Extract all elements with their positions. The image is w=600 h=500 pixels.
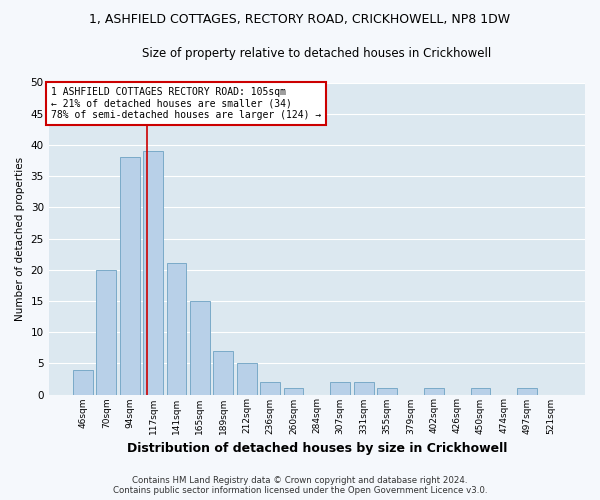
- Bar: [377, 388, 397, 394]
- Title: Size of property relative to detached houses in Crickhowell: Size of property relative to detached ho…: [142, 48, 491, 60]
- Bar: [143, 151, 163, 394]
- Text: 1, ASHFIELD COTTAGES, RECTORY ROAD, CRICKHOWELL, NP8 1DW: 1, ASHFIELD COTTAGES, RECTORY ROAD, CRIC…: [89, 12, 511, 26]
- Text: Contains HM Land Registry data © Crown copyright and database right 2024.
Contai: Contains HM Land Registry data © Crown c…: [113, 476, 487, 495]
- Bar: [284, 388, 304, 394]
- Bar: [353, 382, 374, 394]
- X-axis label: Distribution of detached houses by size in Crickhowell: Distribution of detached houses by size …: [127, 442, 507, 455]
- Bar: [470, 388, 490, 394]
- Text: 1 ASHFIELD COTTAGES RECTORY ROAD: 105sqm
← 21% of detached houses are smaller (3: 1 ASHFIELD COTTAGES RECTORY ROAD: 105sqm…: [52, 87, 322, 120]
- Bar: [214, 351, 233, 395]
- Bar: [190, 301, 210, 394]
- Bar: [167, 264, 187, 394]
- Bar: [330, 382, 350, 394]
- Bar: [237, 364, 257, 394]
- Bar: [260, 382, 280, 394]
- Bar: [120, 158, 140, 394]
- Y-axis label: Number of detached properties: Number of detached properties: [15, 156, 25, 320]
- Bar: [73, 370, 93, 394]
- Bar: [424, 388, 443, 394]
- Bar: [97, 270, 116, 394]
- Bar: [517, 388, 537, 394]
